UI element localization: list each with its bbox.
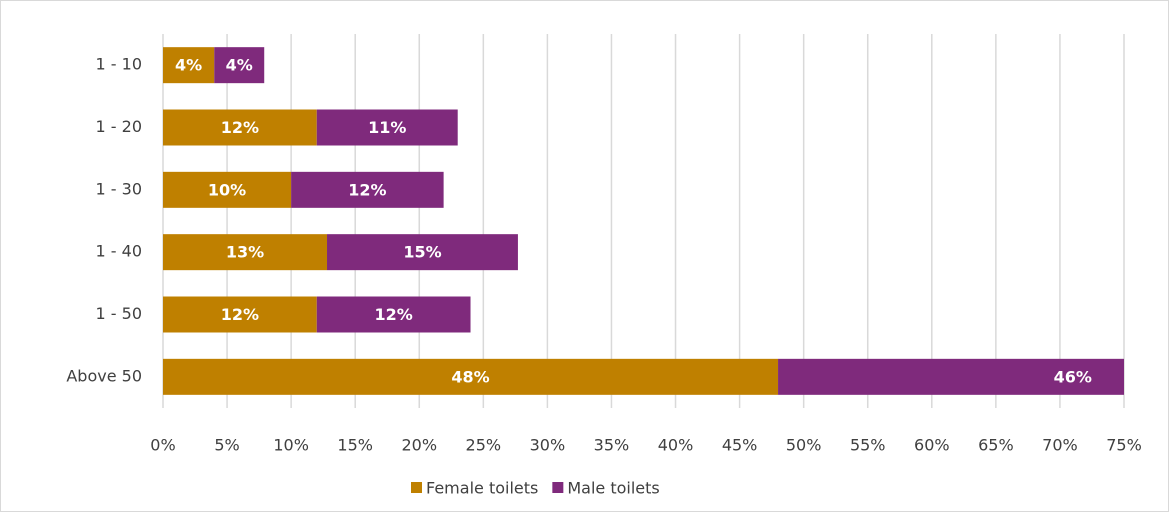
bar-segment xyxy=(163,47,215,84)
legend-swatch xyxy=(552,482,564,493)
bar-segment xyxy=(163,109,317,146)
x-tick-label: 65% xyxy=(978,436,1014,455)
x-tick-label: 10% xyxy=(273,436,309,455)
y-tick-label: Above 50 xyxy=(66,366,142,385)
bar-label: 10% xyxy=(208,180,246,199)
x-tick-label: 40% xyxy=(658,436,694,455)
bar-segment xyxy=(327,234,518,271)
y-tick-label: 1 - 50 xyxy=(96,304,142,323)
x-tick-label: 55% xyxy=(850,436,886,455)
bar-segment xyxy=(163,171,292,208)
bar-label: 13% xyxy=(226,243,264,262)
bar-label: 15% xyxy=(403,243,441,262)
x-tick-label: 35% xyxy=(594,436,630,455)
y-tick-label: 1 - 40 xyxy=(96,242,142,261)
bar-label: 4% xyxy=(175,56,202,75)
bar-label: 46% xyxy=(1054,367,1092,386)
y-tick-label: 1 - 10 xyxy=(96,55,142,74)
bar-segment xyxy=(163,358,779,395)
bar-segment xyxy=(214,47,265,84)
bar-segment xyxy=(163,234,328,271)
y-tick-label: 1 - 20 xyxy=(96,117,142,136)
x-tick-label: 70% xyxy=(1042,436,1078,455)
bar-label: 12% xyxy=(221,305,259,324)
x-tick-label: 75% xyxy=(1106,436,1142,455)
x-tick-label: 50% xyxy=(786,436,822,455)
bar-label: 12% xyxy=(221,118,259,137)
bar-segment xyxy=(316,296,471,333)
bar-segment xyxy=(163,296,317,333)
bar-segment xyxy=(316,109,458,146)
bar-segment xyxy=(291,171,444,208)
bar-label: 12% xyxy=(374,305,412,324)
x-tick-label: 20% xyxy=(401,436,437,455)
x-tick-label: 45% xyxy=(722,436,758,455)
legend-label: Male toilets xyxy=(567,479,659,498)
x-tick-label: 30% xyxy=(530,436,566,455)
x-tick-label: 0% xyxy=(150,436,175,455)
y-tick-label: 1 - 30 xyxy=(96,179,142,198)
x-tick-label: 15% xyxy=(337,436,373,455)
bar-label: 12% xyxy=(348,180,386,199)
x-tick-label: 5% xyxy=(214,436,239,455)
x-tick-label: 25% xyxy=(466,436,502,455)
legend-swatch xyxy=(411,482,422,493)
bar-label: 4% xyxy=(226,56,253,75)
bar-label: 11% xyxy=(368,118,406,137)
legend-label: Female toilets xyxy=(426,479,538,498)
bar-segment xyxy=(778,358,1124,395)
bar-label: 48% xyxy=(451,367,489,386)
x-tick-label: 60% xyxy=(914,436,950,455)
